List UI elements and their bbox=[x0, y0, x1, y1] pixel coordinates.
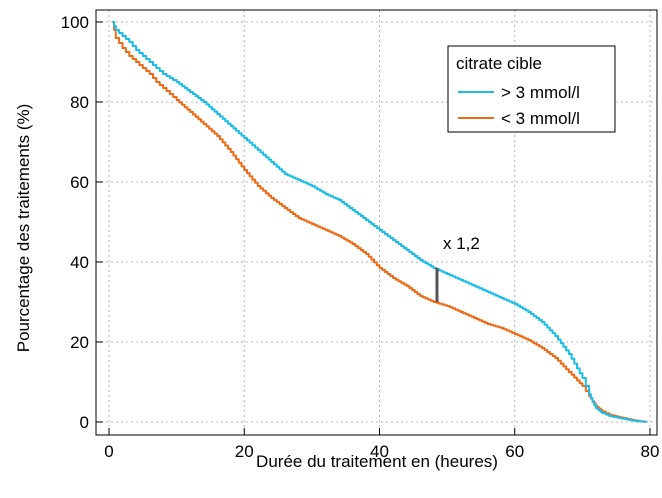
series-line-below-3 bbox=[112, 21, 648, 423]
y-axis-label: Pourcentage des traitements (%) bbox=[14, 104, 33, 353]
plot-frame bbox=[95, 9, 658, 436]
legend-label-below-3: < 3 mmol/l bbox=[501, 109, 580, 128]
x-tick-label: 60 bbox=[505, 442, 524, 461]
series-layer bbox=[112, 21, 648, 423]
y-tick-label: 0 bbox=[80, 413, 89, 432]
legend: citrate cible > 3 mmol/l < 3 mmol/l bbox=[447, 45, 616, 133]
y-tick-label: 100 bbox=[61, 13, 89, 32]
y-tick-label: 60 bbox=[70, 173, 89, 192]
y-tick-label: 40 bbox=[70, 253, 89, 272]
x-tick-label: 0 bbox=[104, 442, 113, 461]
x-tick-label: 20 bbox=[235, 442, 254, 461]
series-line-above-3 bbox=[112, 21, 648, 423]
legend-label-above-3: > 3 mmol/l bbox=[501, 83, 580, 102]
axis-ticks: 0 20 40 60 80 0 20 40 60 80 100 bbox=[61, 13, 660, 461]
x-axis-label: Durée du traitement en (heures) bbox=[256, 452, 498, 471]
annotation-label: x 1,2 bbox=[443, 234, 480, 253]
y-tick-label: 20 bbox=[70, 333, 89, 352]
x-tick-label: 80 bbox=[641, 442, 660, 461]
legend-title: citrate cible bbox=[456, 54, 542, 73]
x-tick-label: 40 bbox=[370, 442, 389, 461]
y-tick-label: 80 bbox=[70, 93, 89, 112]
